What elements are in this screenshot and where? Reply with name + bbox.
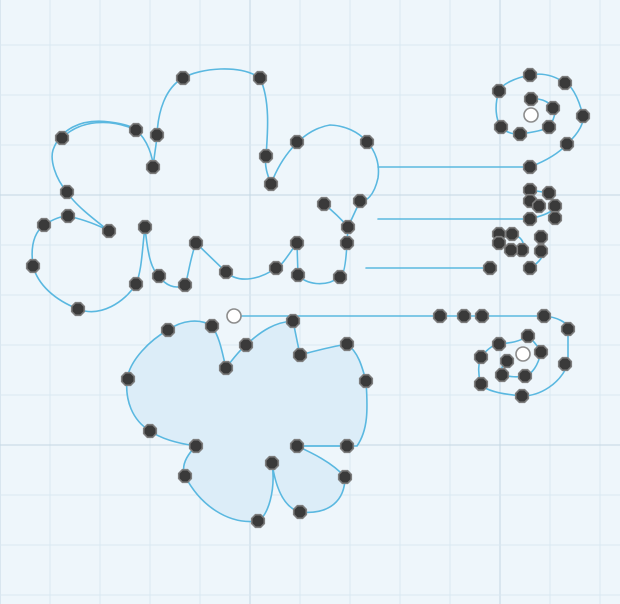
selected-control-handle-ring[interactable] [226,308,242,324]
anchor-point-handle[interactable] [218,360,234,376]
anchor-point-handle[interactable] [128,276,144,292]
anchor-point-handle[interactable] [188,235,204,251]
anchor-point-handle[interactable] [522,67,538,83]
anchor-point-handle[interactable] [337,469,353,485]
anchor-point-handle[interactable] [285,313,301,329]
anchor-point-handle[interactable] [264,455,280,471]
anchor-handles-layer [25,67,591,529]
anchor-point-handle[interactable] [36,217,52,233]
upper-link-b[interactable] [61,121,137,139]
anchor-point-handle[interactable] [238,337,254,353]
anchor-point-handle[interactable] [137,219,153,235]
anchor-point-handle[interactable] [456,308,472,324]
anchor-point-handle[interactable] [514,388,530,404]
anchor-point-handle[interactable] [263,176,279,192]
anchor-point-handle[interactable] [120,371,136,387]
anchor-point-handle[interactable] [175,70,191,86]
anchor-point-handle[interactable] [188,438,204,454]
anchor-point-handle[interactable] [54,130,70,146]
anchor-point-handle[interactable] [339,235,355,251]
anchor-point-handle[interactable] [250,513,266,529]
anchor-point-handle[interactable] [522,211,538,227]
selected-control-handle-ring[interactable] [515,346,531,362]
anchor-point-handle[interactable] [432,308,448,324]
anchor-point-handle[interactable] [25,258,41,274]
anchor-point-handle[interactable] [473,349,489,365]
anchor-point-handle[interactable] [316,196,332,212]
anchor-point-handle[interactable] [289,438,305,454]
anchor-point-handle[interactable] [522,159,538,175]
anchor-point-handle[interactable] [533,243,549,259]
right-spiral-top[interactable] [495,73,584,168]
anchor-point-handle[interactable] [292,347,308,363]
anchor-point-handle[interactable] [503,242,519,258]
upper-outline-path[interactable] [31,68,380,313]
anchor-point-handle[interactable] [491,235,507,251]
anchor-point-handle[interactable] [504,226,520,242]
anchor-point-handle[interactable] [575,108,591,124]
anchor-point-handle[interactable] [531,198,547,214]
selected-control-handle-ring[interactable] [523,107,539,123]
anchor-point-handle[interactable] [491,83,507,99]
anchor-point-handle[interactable] [541,185,557,201]
anchor-point-handle[interactable] [352,193,368,209]
anchor-point-handle[interactable] [512,126,528,142]
anchor-point-handle[interactable] [536,308,552,324]
anchor-point-handle[interactable] [289,134,305,150]
anchor-point-handle[interactable] [290,267,306,283]
anchor-point-handle[interactable] [218,264,234,280]
anchor-point-handle[interactable] [142,423,158,439]
anchor-point-handle[interactable] [533,344,549,360]
anchor-point-handle[interactable] [557,75,573,91]
anchor-point-handle[interactable] [258,148,274,164]
anchor-point-handle[interactable] [522,260,538,276]
anchor-point-handle[interactable] [149,127,165,143]
anchor-point-handle[interactable] [59,184,75,200]
anchor-point-handle[interactable] [358,373,374,389]
anchor-point-handle[interactable] [494,367,510,383]
anchor-point-handle[interactable] [339,438,355,454]
anchor-point-handle[interactable] [491,336,507,352]
anchor-point-handle[interactable] [292,504,308,520]
anchor-point-handle[interactable] [533,229,549,245]
anchor-point-handle[interactable] [359,134,375,150]
anchor-point-handle[interactable] [545,100,561,116]
anchor-point-handle[interactable] [482,260,498,276]
anchor-point-handle[interactable] [493,119,509,135]
anchor-point-handle[interactable] [520,328,536,344]
anchor-point-handle[interactable] [560,321,576,337]
anchor-point-handle[interactable] [523,91,539,107]
anchor-point-handle[interactable] [60,208,76,224]
anchor-point-handle[interactable] [160,322,176,338]
anchor-point-handle[interactable] [547,198,563,214]
anchor-point-handle[interactable] [339,336,355,352]
anchor-point-handle[interactable] [268,260,284,276]
anchor-point-handle[interactable] [559,136,575,152]
anchor-point-handle[interactable] [151,268,167,284]
anchor-point-handle[interactable] [145,159,161,175]
anchor-point-handle[interactable] [70,301,86,317]
anchor-point-handle[interactable] [541,119,557,135]
anchor-point-handle[interactable] [517,368,533,384]
anchor-point-handle[interactable] [499,353,515,369]
anchor-point-handle[interactable] [101,223,117,239]
anchor-point-handle[interactable] [547,210,563,226]
anchor-point-handle[interactable] [204,318,220,334]
anchor-point-handle[interactable] [128,122,144,138]
anchor-point-handle[interactable] [177,468,193,484]
anchor-point-handle[interactable] [557,356,573,372]
anchor-point-handle[interactable] [473,376,489,392]
anchor-point-handle[interactable] [474,308,490,324]
anchor-point-handle[interactable] [177,277,193,293]
anchor-point-handle[interactable] [252,70,268,86]
anchor-point-handle[interactable] [289,235,305,251]
anchor-point-handle[interactable] [340,219,356,235]
anchor-point-handle[interactable] [332,269,348,285]
